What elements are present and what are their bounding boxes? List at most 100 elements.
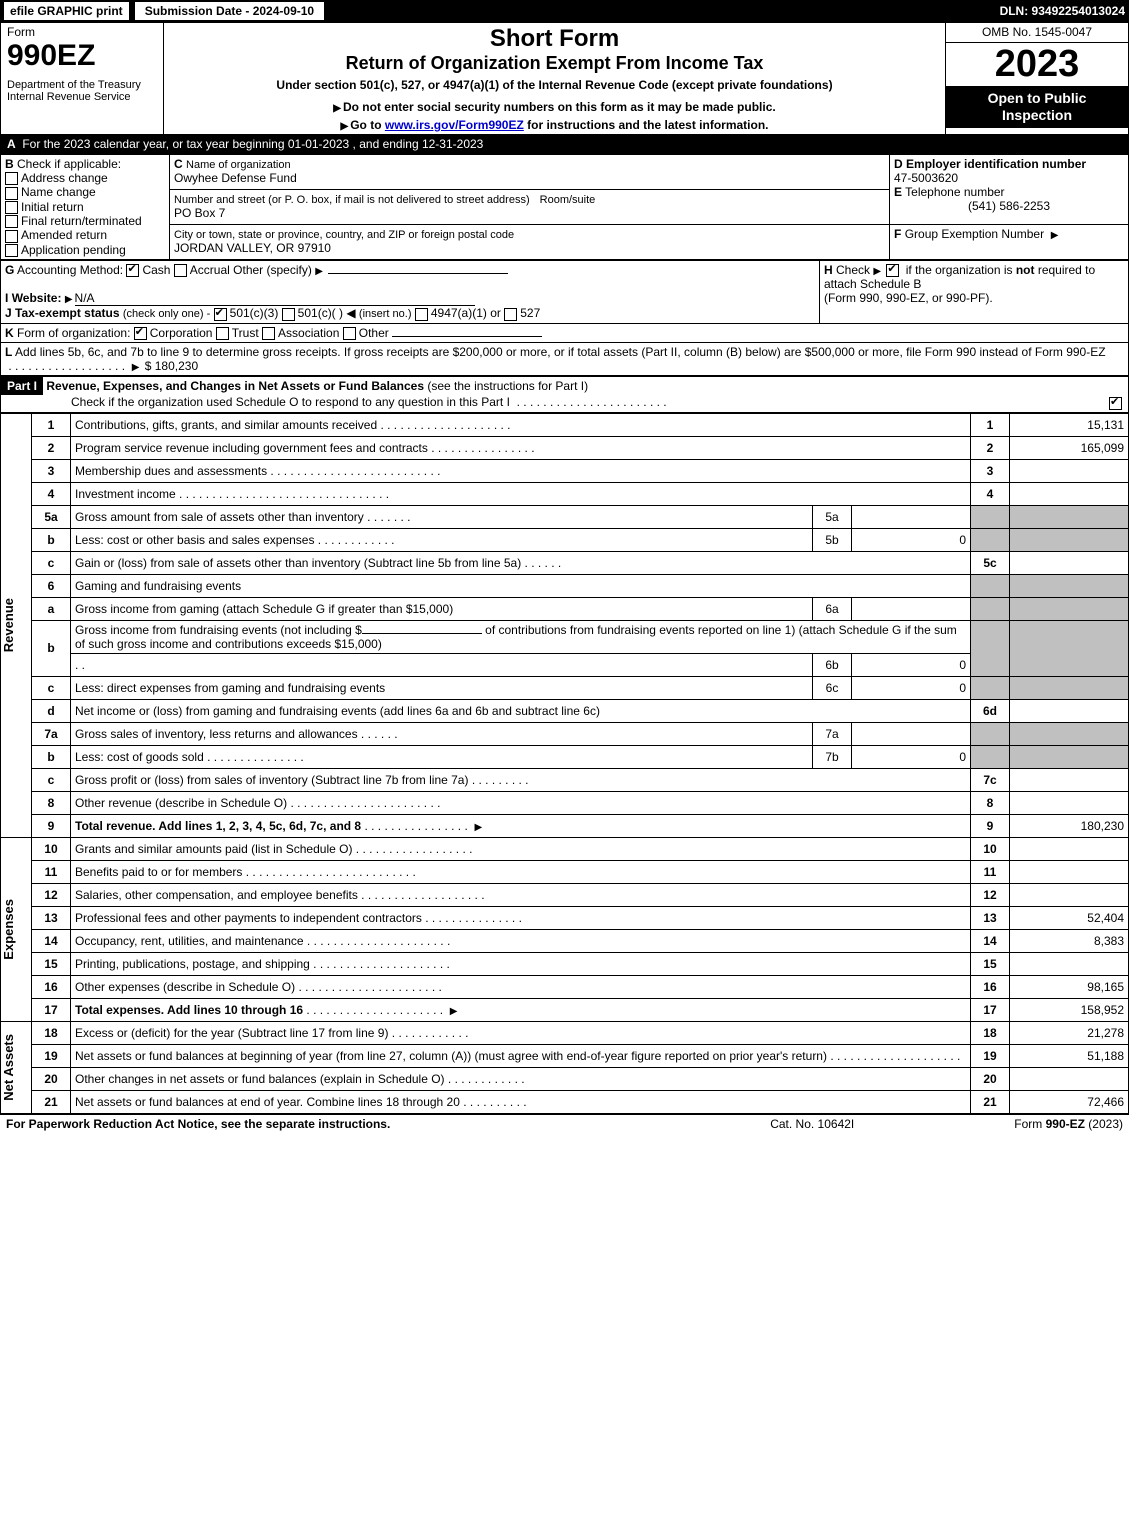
line-9: 9 Total revenue. Add lines 1, 2, 3, 4, 5… [1, 814, 1129, 837]
org-name-label: Name of organization [186, 159, 291, 171]
gross-receipts-amount: $ 180,230 [145, 359, 198, 373]
line-7a: 7a Gross sales of inventory, less return… [1, 722, 1129, 745]
header-info-table: B Check if applicable: Address change Na… [0, 154, 1129, 260]
addr-value: PO Box 7 [174, 206, 225, 220]
cb-cash[interactable] [126, 264, 139, 277]
note-ssn: Do not enter social security numbers on … [170, 100, 939, 114]
ein-label: Employer identification number [906, 157, 1086, 171]
line-15: 15 Printing, publications, postage, and … [1, 952, 1129, 975]
amt-7b: 0 [852, 745, 971, 768]
cb-accrual[interactable] [174, 264, 187, 277]
letter-a: A [7, 137, 16, 151]
tax-year: 2023 [946, 43, 1128, 86]
cb-501c[interactable] [282, 308, 295, 321]
line-6a: a Gross income from gaming (attach Sched… [1, 597, 1129, 620]
letter-g: G [5, 263, 14, 277]
cb-amended-return[interactable] [5, 230, 18, 243]
public-badge: Open to PublicInspection [946, 86, 1128, 128]
line-17: 17 Total expenses. Add lines 10 through … [1, 998, 1129, 1021]
cb-address-change[interactable] [5, 172, 18, 185]
form-number: 990EZ [7, 39, 157, 73]
line-8: 8 Other revenue (describe in Schedule O)… [1, 791, 1129, 814]
amt-2: 165,099 [1010, 436, 1129, 459]
form-label: Form [7, 25, 157, 39]
netassets-label: Net Assets [1, 1034, 16, 1101]
line-16: 16 Other expenses (describe in Schedule … [1, 975, 1129, 998]
line-3: 3 Membership dues and assessments . . . … [1, 459, 1129, 482]
ghijkl-block: G Accounting Method: Cash Accrual Other … [0, 260, 1129, 376]
line-6b-sub: . . 6b 0 [1, 653, 1129, 676]
section-a: A For the 2023 calendar year, or tax yea… [0, 135, 1129, 154]
line-6: 6 Gaming and fundraising events [1, 574, 1129, 597]
cb-name-change[interactable] [5, 187, 18, 200]
amt-13: 52,404 [1010, 906, 1129, 929]
amt-21: 72,466 [1010, 1090, 1129, 1113]
revenue-label: Revenue [1, 598, 16, 652]
amt-6c: 0 [852, 676, 971, 699]
letter-b: B [5, 157, 14, 171]
letter-i: I [5, 291, 8, 305]
top-bar: efile GRAPHIC print Submission Date - 20… [0, 0, 1129, 22]
amt-17: 158,952 [1010, 998, 1129, 1021]
line-5c: c Gain or (loss) from sale of assets oth… [1, 551, 1129, 574]
line-11: 11 Benefits paid to or for members . . .… [1, 860, 1129, 883]
cb-501c3[interactable] [214, 308, 227, 321]
line-4: 4 Investment income . . . . . . . . . . … [1, 482, 1129, 505]
letter-f: F [894, 227, 901, 241]
line-7b: b Less: cost of goods sold . . . . . . .… [1, 745, 1129, 768]
cb-trust[interactable] [216, 327, 229, 340]
cb-4947[interactable] [415, 308, 428, 321]
amt-14: 8,383 [1010, 929, 1129, 952]
cb-schedule-o[interactable] [1109, 397, 1122, 410]
letter-l: L [5, 345, 12, 359]
expenses-label: Expenses [1, 899, 16, 960]
line-5a: 5a Gross amount from sale of assets othe… [1, 505, 1129, 528]
cb-other[interactable] [343, 327, 356, 340]
line-13: 13 Professional fees and other payments … [1, 906, 1129, 929]
cb-schedule-b[interactable] [886, 264, 899, 277]
letter-d: D [894, 157, 903, 171]
line-1: Revenue 1 Contributions, gifts, grants, … [1, 413, 1129, 436]
part1-heading: Revenue, Expenses, and Changes in Net As… [46, 379, 424, 393]
lines-table: Revenue 1 Contributions, gifts, grants, … [0, 413, 1129, 1114]
line-19: 19 Net assets or fund balances at beginn… [1, 1044, 1129, 1067]
arrow-icon [1051, 227, 1061, 241]
subtitle: Under section 501(c), 527, or 4947(a)(1)… [170, 78, 939, 92]
footer-left: For Paperwork Reduction Act Notice, see … [6, 1117, 390, 1131]
dept-treasury: Department of the Treasury [7, 79, 157, 91]
cb-application-pending[interactable] [5, 244, 18, 257]
phone-label: Telephone number [905, 185, 1004, 199]
line-12: 12 Salaries, other compensation, and emp… [1, 883, 1129, 906]
amt-1: 15,131 [1010, 413, 1129, 436]
irs-link[interactable]: www.irs.gov/Form990EZ [385, 118, 524, 132]
part1-header: Part I Revenue, Expenses, and Changes in… [0, 376, 1129, 413]
tax-exempt-label: Tax-exempt status [15, 306, 119, 320]
cb-corporation[interactable] [134, 327, 147, 340]
cb-final-return[interactable] [5, 215, 18, 228]
amt-9: 180,230 [1010, 814, 1129, 837]
short-form-title: Short Form [170, 25, 939, 53]
page-footer: For Paperwork Reduction Act Notice, see … [0, 1114, 1129, 1133]
amt-18: 21,278 [1010, 1021, 1129, 1044]
amt-5b: 0 [852, 528, 971, 551]
form-header: Form 990EZ Department of the Treasury In… [0, 22, 1129, 135]
line-14: 14 Occupancy, rent, utilities, and maint… [1, 929, 1129, 952]
line-7c: c Gross profit or (loss) from sales of i… [1, 768, 1129, 791]
line-6d: d Net income or (loss) from gaming and f… [1, 699, 1129, 722]
cb-association[interactable] [262, 327, 275, 340]
line-6c: c Less: direct expenses from gaming and … [1, 676, 1129, 699]
dln-label: DLN: 93492254013024 [1000, 4, 1125, 18]
line-5b: b Less: cost or other basis and sales ex… [1, 528, 1129, 551]
cb-initial-return[interactable] [5, 201, 18, 214]
letter-j: J [5, 306, 12, 320]
cb-527[interactable] [504, 308, 517, 321]
dept-irs: Internal Revenue Service [7, 91, 157, 103]
accounting-label: Accounting Method: [17, 263, 123, 277]
part1-check-line: Check if the organization used Schedule … [1, 395, 510, 409]
amt-16: 98,165 [1010, 975, 1129, 998]
letter-c: C [174, 157, 183, 171]
letter-h: H [824, 263, 833, 277]
part1-heading-tail: (see the instructions for Part I) [427, 379, 588, 393]
gross-receipts-text: Add lines 5b, 6c, and 7b to line 9 to de… [15, 345, 1106, 359]
line-10: Expenses 10 Grants and similar amounts p… [1, 837, 1129, 860]
